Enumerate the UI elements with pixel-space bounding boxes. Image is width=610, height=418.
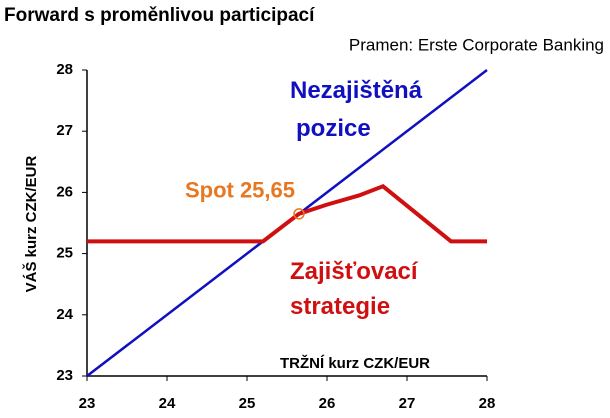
y-tick-label: 23 bbox=[56, 367, 73, 384]
series-label-line: pozice bbox=[296, 115, 371, 142]
y-axis-label: VÁŠ kurz CZK/EUR bbox=[22, 155, 40, 292]
series-label-line: Zajišťovací bbox=[290, 258, 419, 285]
series-label: Nezajištěná pozice bbox=[290, 77, 423, 142]
x-tick-label: 26 bbox=[319, 395, 336, 412]
x-tick-label: 24 bbox=[159, 395, 176, 412]
y-tick-label: 25 bbox=[56, 245, 73, 262]
y-tick-label: 28 bbox=[56, 61, 73, 78]
x-axis-label: TRŽNÍ kurz CZK/EUR bbox=[280, 354, 430, 372]
y-tick-label: 24 bbox=[56, 306, 73, 323]
spot-marker bbox=[293, 208, 305, 220]
series-label-line: Nezajištěná bbox=[290, 77, 423, 104]
chart-subtitle: Pramen: Erste Corporate Banking bbox=[349, 35, 604, 54]
x-tick-label: 28 bbox=[479, 395, 496, 412]
chart-title: Forward s proměnlivou participací bbox=[4, 5, 315, 26]
x-tick-label: 23 bbox=[79, 395, 96, 412]
y-tick-label: 26 bbox=[56, 183, 73, 200]
y-tick-label: 27 bbox=[56, 122, 73, 139]
x-tick-label: 27 bbox=[399, 395, 416, 412]
series-line bbox=[87, 183, 487, 244]
series-label: Zajišťovací strategie bbox=[290, 258, 419, 320]
annotation: Spot 25,65 bbox=[185, 178, 295, 203]
x-tick-label: 25 bbox=[239, 395, 256, 412]
series-label-line: strategie bbox=[290, 293, 390, 320]
